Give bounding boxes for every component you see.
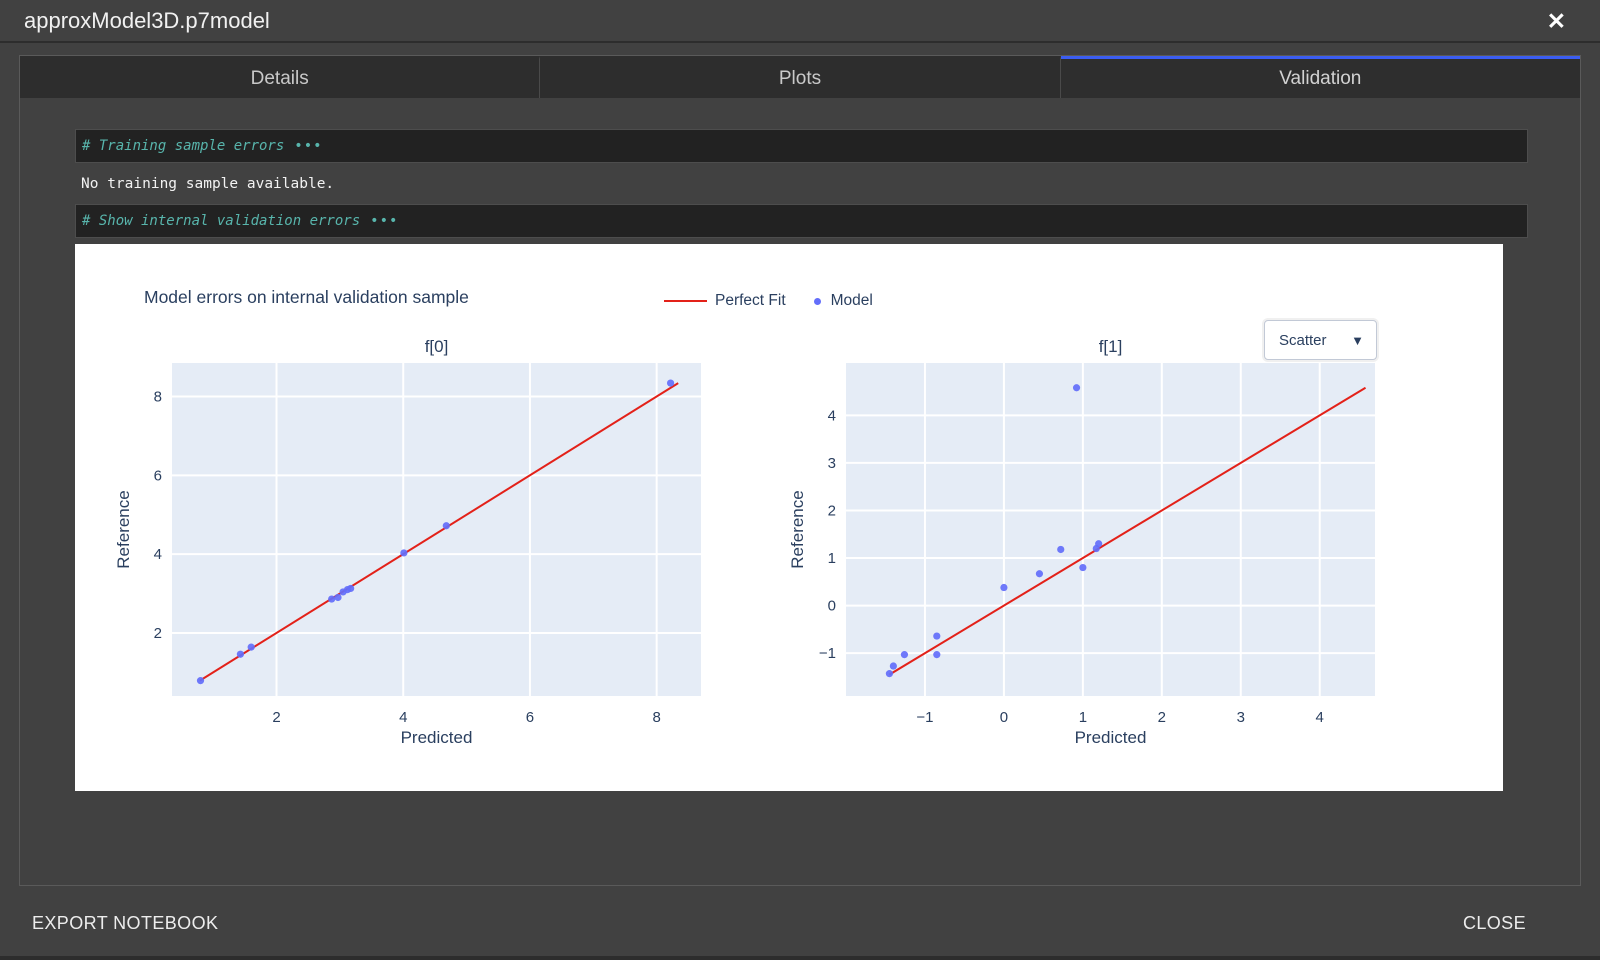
dialog-title: approxModel3D.p7model bbox=[24, 7, 270, 33]
tab-bar: Details Plots Validation bbox=[20, 56, 1580, 98]
training-cell-comment: # Training sample errors bbox=[82, 138, 285, 154]
close-icon[interactable]: ✕ bbox=[1546, 8, 1566, 34]
svg-text:−1: −1 bbox=[819, 645, 836, 662]
svg-text:3: 3 bbox=[1237, 709, 1245, 726]
legend-label: Model bbox=[830, 292, 873, 309]
legend-label: Perfect Fit bbox=[715, 292, 786, 309]
svg-text:0: 0 bbox=[828, 598, 836, 615]
dialog-titlebar: approxModel3D.p7model ✕ bbox=[0, 0, 1600, 43]
validation-cell-comment: # Show internal validation errors bbox=[82, 213, 361, 229]
scatter-plot-f0: 2 4 6 8 2 4 6 8 f[0] Predicted Reference bbox=[114, 337, 701, 747]
chart-legend: Perfect Fit Model bbox=[664, 292, 873, 310]
plot-type-dropdown-value: Scatter bbox=[1279, 331, 1327, 349]
svg-text:−1: −1 bbox=[916, 709, 933, 726]
svg-text:3: 3 bbox=[828, 455, 836, 472]
svg-text:f[1]: f[1] bbox=[1099, 337, 1123, 356]
validation-chart-panel: Model errors on internal validation samp… bbox=[75, 244, 1503, 791]
perfect-fit-line-sample-icon bbox=[664, 300, 707, 302]
svg-text:0: 0 bbox=[1000, 709, 1008, 726]
svg-text:2: 2 bbox=[828, 502, 836, 519]
scatter-plot-f1: −1 0 1 2 3 4 −1 0 1 2 3 4 f[1] Predicted Reference bbox=[788, 337, 1375, 747]
svg-text:2: 2 bbox=[1158, 709, 1166, 726]
chart-title: Model errors on internal validation samp… bbox=[144, 287, 469, 307]
svg-text:1: 1 bbox=[828, 550, 836, 567]
svg-text:2: 2 bbox=[154, 625, 162, 642]
training-cell-output: No training sample available. bbox=[81, 175, 335, 192]
svg-text:Predicted: Predicted bbox=[1075, 728, 1147, 747]
close-button[interactable]: CLOSE bbox=[1462, 912, 1526, 933]
tab-details[interactable]: Details bbox=[20, 56, 541, 98]
svg-text:Predicted: Predicted bbox=[401, 728, 473, 747]
svg-text:6: 6 bbox=[154, 467, 162, 484]
svg-text:f[0]: f[0] bbox=[425, 337, 449, 356]
window-bottom-edge bbox=[0, 956, 1600, 960]
validation-errors-cell-header[interactable]: # Show internal validation errors ••• bbox=[75, 204, 1528, 238]
collapsed-ellipsis-icon[interactable]: ••• bbox=[370, 213, 399, 229]
tab-plots[interactable]: Plots bbox=[540, 56, 1061, 98]
plot-type-dropdown[interactable]: Scatter ▼ bbox=[1264, 320, 1377, 360]
svg-text:8: 8 bbox=[154, 388, 162, 405]
svg-text:4: 4 bbox=[154, 546, 162, 563]
svg-text:8: 8 bbox=[652, 709, 660, 726]
collapsed-ellipsis-icon[interactable]: ••• bbox=[294, 138, 323, 154]
legend-item-model[interactable]: Model bbox=[813, 292, 873, 310]
svg-text:Reference: Reference bbox=[114, 490, 133, 568]
training-sample-errors-cell-header[interactable]: # Training sample errors ••• bbox=[75, 129, 1528, 163]
dialog-footer: EXPORT NOTEBOOK CLOSE bbox=[0, 886, 1600, 960]
dialog-content: Details Plots Validation # Training samp… bbox=[19, 55, 1581, 886]
svg-text:1: 1 bbox=[1079, 709, 1087, 726]
legend-item-perfect-fit[interactable]: Perfect Fit bbox=[664, 292, 786, 310]
svg-text:4: 4 bbox=[828, 407, 836, 424]
tab-validation[interactable]: Validation bbox=[1060, 56, 1580, 98]
svg-text:4: 4 bbox=[1316, 709, 1324, 726]
model-marker-sample-icon bbox=[813, 297, 821, 305]
chevron-down-icon: ▼ bbox=[1351, 332, 1364, 348]
svg-text:6: 6 bbox=[526, 709, 534, 726]
export-notebook-button[interactable]: EXPORT NOTEBOOK bbox=[32, 912, 219, 933]
svg-text:Reference: Reference bbox=[788, 490, 807, 568]
svg-text:2: 2 bbox=[272, 709, 280, 726]
svg-text:4: 4 bbox=[399, 709, 407, 726]
